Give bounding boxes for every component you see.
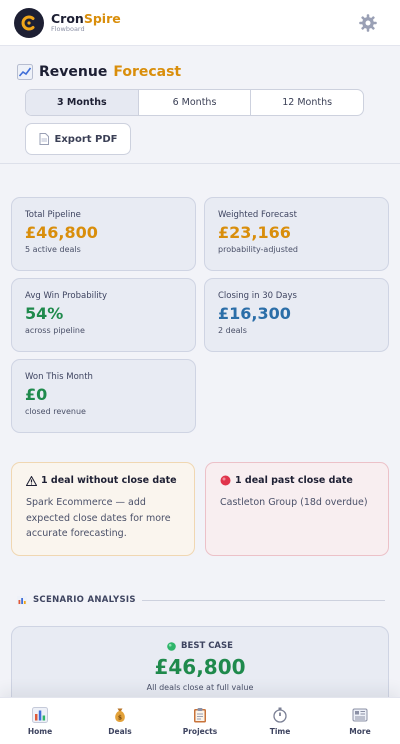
alert-past-close-date[interactable]: 1 deal past close date Castleton Group (… <box>205 462 389 556</box>
nav-deals[interactable]: $ Deals <box>80 706 160 736</box>
range-6-months[interactable]: 6 Months <box>139 90 252 115</box>
title-main: Revenue <box>39 64 108 80</box>
metric-value: £46,800 <box>25 223 98 242</box>
green-circle-icon <box>167 641 176 651</box>
warning-icon <box>26 475 37 486</box>
nav-label: Projects <box>182 727 218 736</box>
red-circle-icon <box>220 475 231 486</box>
metric-label: Weighted Forecast <box>218 210 297 220</box>
nav-time[interactable]: Time <box>240 706 320 736</box>
divider <box>0 163 400 164</box>
metric-sub: 2 deals <box>218 326 247 335</box>
alert-title: 1 deal past close date <box>220 475 374 486</box>
document-icon <box>39 133 49 145</box>
bar-chart-icon <box>31 706 49 724</box>
scenario-label-text: BEST CASE <box>181 641 233 651</box>
title-accent: Forecast <box>113 64 182 80</box>
range-3-months[interactable]: 3 Months <box>26 90 139 115</box>
stopwatch-icon <box>271 706 289 724</box>
alert-title: 1 deal without close date <box>26 475 180 486</box>
metric-label: Won This Month <box>25 372 93 382</box>
alert-body: Spark Ecommerce — add expected close dat… <box>26 497 171 539</box>
brand-logo[interactable] <box>14 7 44 38</box>
metric-label: Closing in 30 Days <box>218 291 297 301</box>
app-header: CronSpire Flowboard <box>0 0 400 46</box>
brand-subtitle: Flowboard <box>51 24 85 33</box>
export-pdf-button[interactable]: Export PDF <box>25 123 131 155</box>
metric-card-total-pipeline: Total Pipeline £46,800 5 active deals <box>11 197 196 271</box>
metric-card-weighted-forecast: Weighted Forecast £23,166 probability-ad… <box>204 197 389 271</box>
svg-text:$: $ <box>118 715 122 722</box>
section-header-scenario: SCENARIO ANALYSIS <box>17 593 385 607</box>
range-12-months[interactable]: 12 Months <box>282 97 333 108</box>
nav-more[interactable]: More <box>320 706 400 736</box>
alert-body: Castleton Group (18d overdue) <box>220 497 368 508</box>
export-pdf-label: Export PDF <box>54 133 118 145</box>
nav-projects[interactable]: Projects <box>160 706 240 736</box>
alert-missing-close-date[interactable]: 1 deal without close date Spark Ecommerc… <box>11 462 195 556</box>
brand: CronSpire Flowboard <box>51 12 121 34</box>
scenario-value: £46,800 <box>154 655 246 679</box>
clipboard-icon <box>191 706 209 724</box>
nav-label: Time <box>269 727 291 736</box>
section-label: SCENARIO ANALYSIS <box>33 595 136 605</box>
chart-trend-icon <box>17 64 33 80</box>
metric-card-avg-win-probability: Avg Win Probability 54% across pipeline <box>11 278 196 352</box>
money-bag-icon: $ <box>111 706 129 724</box>
metric-sub: closed revenue <box>25 407 86 416</box>
metric-sub: probability-adjusted <box>218 245 299 254</box>
metric-value: £0 <box>25 385 48 404</box>
bar-chart-icon <box>17 595 27 605</box>
gear-icon[interactable] <box>358 13 378 33</box>
alert-title-text: 1 deal without close date <box>41 475 177 486</box>
logo-c-icon <box>21 15 35 30</box>
section-divider <box>141 599 385 601</box>
metric-card-closing-30-days: Closing in 30 Days £16,300 2 deals <box>204 278 389 352</box>
metric-value: 54% <box>25 304 64 323</box>
bottom-nav: Home $ Deals Projects <box>0 697 400 744</box>
nav-label: Home <box>27 727 53 736</box>
scenario-sub: All deals close at full value <box>146 683 254 692</box>
newspaper-icon <box>351 706 369 724</box>
metric-label: Total Pipeline <box>25 210 81 220</box>
metric-card-won-this-month: Won This Month £0 closed revenue <box>11 359 196 433</box>
range-selector: 3 Months 6 Months 12 Months <box>25 89 364 116</box>
metric-sub: across pipeline <box>25 326 85 335</box>
metric-label: Avg Win Probability <box>25 291 108 301</box>
alert-title-text: 1 deal past close date <box>235 475 353 486</box>
scenario-label: BEST CASE <box>12 641 388 651</box>
brand-name: CronSpire <box>51 10 121 26</box>
metric-value: £23,166 <box>218 223 291 242</box>
metric-sub: 5 active deals <box>25 245 81 254</box>
metric-value: £16,300 <box>218 304 291 323</box>
nav-label: More <box>349 727 371 736</box>
nav-label: Deals <box>108 727 132 736</box>
page-title: Revenue Forecast <box>17 62 181 82</box>
nav-home[interactable]: Home <box>0 706 80 736</box>
